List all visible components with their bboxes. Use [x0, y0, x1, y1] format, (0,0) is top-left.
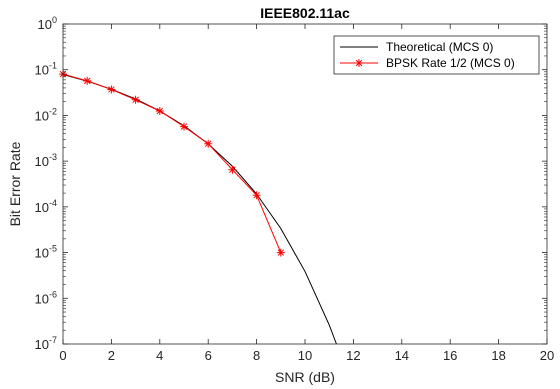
- data-point-bpsk-7-shape: [228, 165, 237, 174]
- x-tick-label-5: 10: [298, 348, 312, 363]
- data-point-bpsk-9: [276, 248, 285, 257]
- data-point-bpsk-2: [107, 85, 116, 94]
- series-line-bpsk: [62, 73, 282, 253]
- x-tick-label-2: 4: [156, 348, 163, 363]
- chart-title: IEEE802.11ac: [260, 5, 350, 21]
- y-tick-label-1: 10-1: [35, 61, 57, 78]
- y-tick-label-3: 10-3: [35, 152, 57, 169]
- data-point-bpsk-3-shape: [131, 95, 140, 104]
- x-tick-label-8: 16: [443, 348, 457, 363]
- plot-area: [63, 24, 547, 344]
- y-tick-label-6: 10-6: [35, 289, 57, 306]
- series-layer: [59, 70, 337, 345]
- legend: Theoretical (MCS 0) BPSK Rate 1/2 (MCS 0…: [333, 35, 540, 75]
- legend-entry-theoretical: Theoretical (MCS 0): [386, 40, 493, 54]
- data-point-bpsk-1: [83, 76, 92, 85]
- y-tick-label-0: 100: [38, 15, 57, 32]
- legend-box: [333, 35, 540, 75]
- y-tick-label-7: 10-7: [35, 335, 57, 352]
- x-tick-label-7: 14: [395, 348, 409, 363]
- x-tick-label-1: 2: [108, 348, 115, 363]
- data-point-bpsk-4: [155, 106, 164, 115]
- data-point-bpsk-8: [252, 191, 261, 200]
- x-tick-label-9: 18: [491, 348, 505, 363]
- x-tick-label-0: 0: [59, 348, 66, 363]
- legend-asterisk-bpsk-shape: [355, 59, 363, 67]
- legend-asterisk-bpsk: [355, 59, 363, 67]
- data-point-bpsk-6-shape: [204, 139, 213, 148]
- data-point-bpsk-8-shape: [252, 191, 261, 200]
- data-point-bpsk-5-shape: [180, 122, 188, 131]
- x-axis-label: SNR (dB): [275, 369, 335, 385]
- data-point-bpsk-3: [131, 95, 140, 104]
- axes-layer: 0 2 4 6 8 10 12 14 16 18 20 100 10-1 10-2 10-3 10-4 10-5…: [35, 15, 555, 363]
- data-point-bpsk-9-shape: [276, 248, 285, 257]
- x-tick-label-3: 6: [205, 348, 212, 363]
- legend-entry-bpsk: BPSK Rate 1/2 (MCS 0): [386, 56, 515, 70]
- data-point-bpsk-7: [228, 165, 237, 174]
- y-tick-label-2: 10-2: [35, 106, 57, 123]
- data-point-bpsk-5: [180, 122, 188, 131]
- data-point-bpsk-4-shape: [155, 106, 164, 115]
- data-point-bpsk-2-shape: [107, 85, 116, 94]
- x-tick-label-4: 8: [253, 348, 260, 363]
- y-tick-label-5: 10-5: [35, 244, 57, 261]
- legend-marker-bpsk: [355, 59, 363, 67]
- x-tick-label-6: 12: [346, 348, 360, 363]
- y-axis-label: Bit Error Rate: [7, 141, 23, 226]
- x-tick-label-10: 20: [540, 348, 554, 363]
- data-point-bpsk-6: [204, 139, 213, 148]
- y-tick-label-4: 10-4: [35, 198, 57, 215]
- data-point-bpsk-1-shape: [83, 76, 92, 85]
